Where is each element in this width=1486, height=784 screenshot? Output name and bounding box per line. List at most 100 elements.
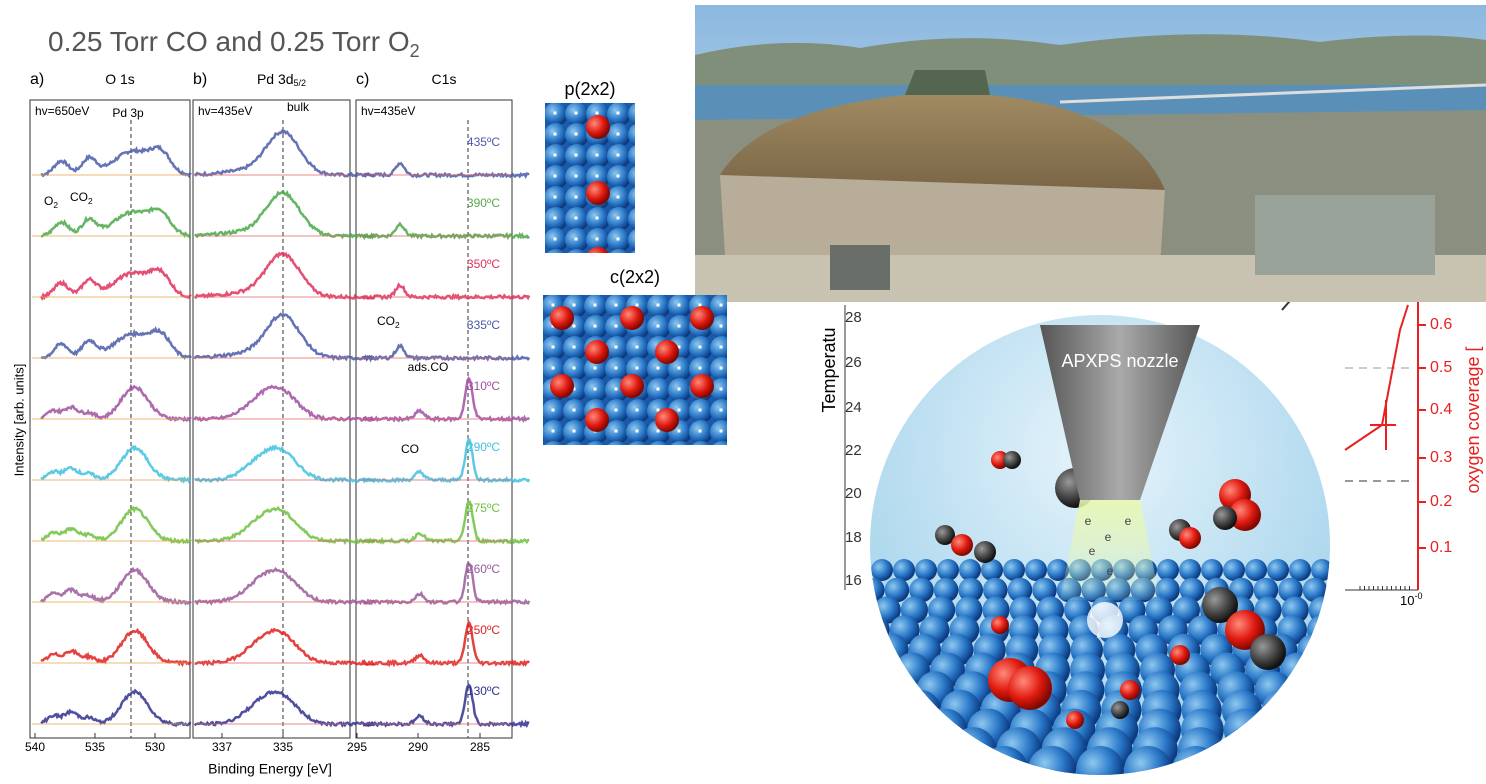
y-tick-label: 24	[845, 399, 862, 416]
surface-atom	[1267, 559, 1289, 581]
pd-atom	[521, 357, 545, 381]
surface-structure	[523, 81, 684, 273]
label: CO2	[377, 314, 400, 330]
pd-atom	[628, 165, 652, 189]
surface-atom	[871, 559, 893, 581]
label-sub: 2	[53, 200, 58, 210]
surface-atom	[839, 709, 882, 752]
hollow-site	[575, 217, 578, 220]
surface-atom	[836, 746, 884, 779]
spectrum	[195, 192, 375, 238]
pd-atom	[523, 144, 547, 168]
surface-atom	[1157, 559, 1179, 581]
pd-atom	[628, 186, 652, 210]
hollow-site	[554, 217, 557, 220]
spectrum	[363, 685, 529, 726]
x-tick-label: 10-0	[1400, 591, 1422, 608]
hollow-site	[575, 196, 578, 199]
pd-atom	[731, 378, 755, 402]
hollow-site	[573, 430, 576, 433]
hollow-site	[554, 133, 557, 136]
illustration: APXPS nozzle	[836, 315, 1359, 779]
hollow-site	[657, 430, 660, 433]
surface-atom	[1297, 634, 1329, 666]
pd-atom	[626, 441, 650, 465]
spectrum	[41, 630, 191, 664]
panel-label: C1s	[432, 71, 457, 87]
y2-tick-label: 0.2	[1430, 493, 1452, 510]
x-tick-exp: -0	[1414, 591, 1422, 601]
o-atom	[690, 306, 714, 330]
o-atom	[586, 247, 610, 271]
hollow-site	[552, 430, 555, 433]
hollow-site	[678, 367, 681, 370]
surface-atom	[951, 727, 996, 772]
surface-atom	[900, 690, 940, 730]
hollow-site	[575, 154, 578, 157]
o-atom	[655, 340, 679, 364]
x-tick-label: 530	[145, 740, 165, 754]
spectrum	[41, 208, 191, 237]
surface-atom	[1292, 671, 1330, 709]
hollow-site	[575, 175, 578, 178]
surface-atom	[879, 671, 917, 709]
surface-atom	[860, 615, 890, 645]
surface-atom	[844, 634, 876, 666]
hollow-site	[636, 346, 639, 349]
temperature-label: 335ºC	[467, 318, 500, 332]
structure-label: p(2x2)	[564, 79, 615, 99]
spectrum	[41, 329, 191, 358]
page: 28262422201816Temperatu0.60.50.40.30.20.…	[0, 0, 1486, 784]
hollow-site	[617, 133, 620, 136]
y-axis-title: Intensity [arb. units]	[11, 364, 26, 477]
pd-atom	[668, 273, 692, 297]
x-tick-label: 285	[470, 740, 490, 754]
spectrum	[363, 564, 529, 604]
hollow-site	[617, 217, 620, 220]
building	[1255, 195, 1435, 275]
temperature-label: 350ºC	[467, 257, 500, 271]
electron-label: e	[1107, 564, 1114, 578]
panel-label-text: O 1s	[105, 71, 135, 87]
surface-atom	[937, 559, 959, 581]
y-tick-label: 20	[845, 485, 862, 502]
pd-atom	[565, 249, 589, 273]
o-atom	[586, 115, 610, 139]
temperature-label: 310ºC	[467, 379, 500, 393]
hollow-site	[575, 133, 578, 136]
panel-label-text: C1s	[432, 71, 457, 87]
surface-atom	[1223, 559, 1245, 581]
hollow-site	[554, 175, 557, 178]
surface-atom	[860, 690, 900, 730]
y2-tick-label: 0.5	[1430, 359, 1452, 376]
hollow-site	[552, 409, 555, 412]
spectrum	[363, 502, 529, 543]
surface-atom	[1245, 559, 1267, 581]
spectrum	[363, 285, 529, 299]
spectrum	[195, 253, 375, 299]
hollow-site	[594, 367, 597, 370]
surface-atom	[884, 746, 932, 779]
pd-atom	[523, 123, 547, 147]
hollow-site	[720, 367, 723, 370]
panel-label: O 1s	[105, 71, 135, 87]
hollow-site	[554, 112, 557, 115]
spectrum	[195, 131, 375, 176]
temperature-label: 130ºC	[467, 684, 500, 698]
pd-atom	[523, 186, 547, 210]
title: 0.25 Torr CO and 0.25 Torr O2	[48, 26, 420, 60]
hollow-site	[699, 409, 702, 412]
hollow-site	[617, 112, 620, 115]
hollow-site	[554, 154, 557, 157]
hollow-site	[615, 367, 618, 370]
hollow-site	[678, 325, 681, 328]
pd-atom	[521, 315, 545, 339]
spectra: a)O 1shv=650eV540535530b)Pd 3d5/2hv=435e…	[25, 71, 529, 754]
pd-atom	[605, 441, 629, 465]
pd-atom	[731, 315, 755, 339]
x-tick-base: 10	[1400, 593, 1414, 608]
y-axis-title: Temperatu	[819, 327, 839, 412]
panel-label: Pd 3d5/2	[257, 71, 306, 89]
hollow-site	[573, 367, 576, 370]
pd-atom	[584, 273, 608, 297]
